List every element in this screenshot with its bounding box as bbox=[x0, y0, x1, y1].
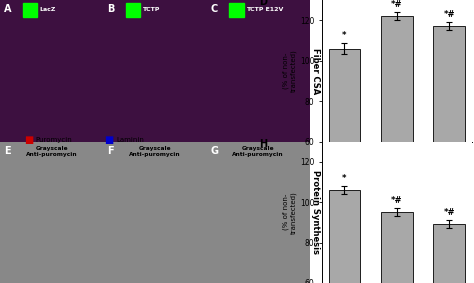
Text: *: * bbox=[342, 174, 347, 183]
Bar bbox=[381, 16, 412, 263]
Text: B: B bbox=[107, 4, 115, 14]
Text: G: G bbox=[210, 146, 219, 156]
Text: ■: ■ bbox=[24, 135, 33, 145]
Text: Grayscale
Anti-puromycin: Grayscale Anti-puromycin bbox=[232, 146, 284, 156]
Text: LacZ: LacZ bbox=[39, 7, 55, 12]
Text: Laminin: Laminin bbox=[116, 137, 144, 143]
Text: C: C bbox=[210, 4, 218, 14]
Y-axis label: (% of non-
transfected): (% of non- transfected) bbox=[283, 49, 297, 92]
Text: *#: *# bbox=[391, 0, 402, 9]
Text: *#: *# bbox=[443, 208, 455, 217]
Text: H: H bbox=[259, 139, 267, 149]
Text: *#: *# bbox=[443, 10, 455, 19]
Text: *: * bbox=[342, 31, 347, 40]
Text: TCTP E12V: TCTP E12V bbox=[246, 7, 283, 12]
Text: E: E bbox=[4, 146, 11, 156]
Text: A: A bbox=[4, 4, 12, 14]
Bar bbox=[23, 3, 37, 17]
Text: Puromycin: Puromycin bbox=[36, 137, 73, 143]
Bar bbox=[229, 3, 244, 17]
Text: TCTP: TCTP bbox=[142, 7, 160, 12]
Text: Protein Synthesis: Protein Synthesis bbox=[311, 170, 320, 254]
Y-axis label: (% of non-
transfected): (% of non- transfected) bbox=[283, 191, 297, 234]
Bar bbox=[329, 48, 360, 263]
Bar bbox=[381, 212, 412, 283]
Text: *#: *# bbox=[391, 196, 402, 205]
Text: D: D bbox=[259, 0, 267, 7]
Text: F: F bbox=[107, 146, 114, 156]
Text: Fiber CSA: Fiber CSA bbox=[311, 48, 320, 94]
Bar bbox=[126, 3, 140, 17]
Text: Grayscale
Anti-puromycin: Grayscale Anti-puromycin bbox=[26, 146, 77, 156]
Bar bbox=[433, 26, 465, 263]
Bar bbox=[329, 190, 360, 283]
Bar bbox=[433, 224, 465, 283]
Text: ■: ■ bbox=[104, 135, 114, 145]
Text: Grayscale
Anti-puromycin: Grayscale Anti-puromycin bbox=[129, 146, 181, 156]
